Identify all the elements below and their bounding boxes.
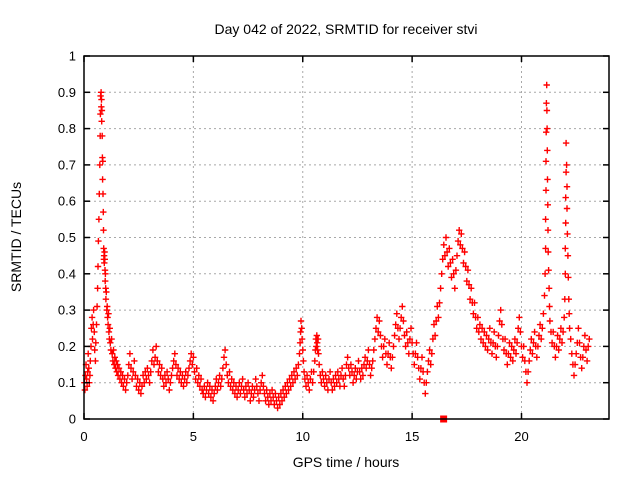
chart-title: Day 042 of 2022, SRMTID for receiver stv… [215, 21, 478, 37]
x-tick-label: 15 [405, 429, 419, 444]
y-axis-label: SRMTID / TECUs [8, 182, 24, 292]
x-axis-label: GPS time / hours [293, 454, 400, 470]
y-tick-label: 0.9 [58, 85, 76, 100]
y-tick-label: 0.5 [58, 230, 76, 245]
x-tick-labels: 0 5 10 15 20 [80, 429, 528, 444]
x-tick-label: 10 [296, 429, 310, 444]
gridlines [84, 56, 609, 419]
y-tick-label: 0.2 [58, 339, 76, 354]
axis-ticks [83, 55, 609, 420]
x-tick-label: 0 [80, 429, 87, 444]
y-tick-labels: 0 0.1 0.2 0.3 0.4 0.5 0.6 0.7 0.8 0.9 1 [58, 49, 76, 427]
x-tick-label: 5 [190, 429, 197, 444]
y-tick-label: 0.4 [58, 266, 76, 281]
y-tick-label: 0.3 [58, 303, 76, 318]
x-tick-label: 20 [514, 429, 528, 444]
y-tick-label: 1 [69, 49, 76, 64]
y-tick-label: 0 [69, 412, 76, 427]
y-tick-label: 0.1 [58, 375, 76, 390]
y-tick-label: 0.7 [58, 157, 76, 172]
y-tick-label: 0.8 [58, 121, 76, 136]
y-tick-label: 0.6 [58, 194, 76, 209]
